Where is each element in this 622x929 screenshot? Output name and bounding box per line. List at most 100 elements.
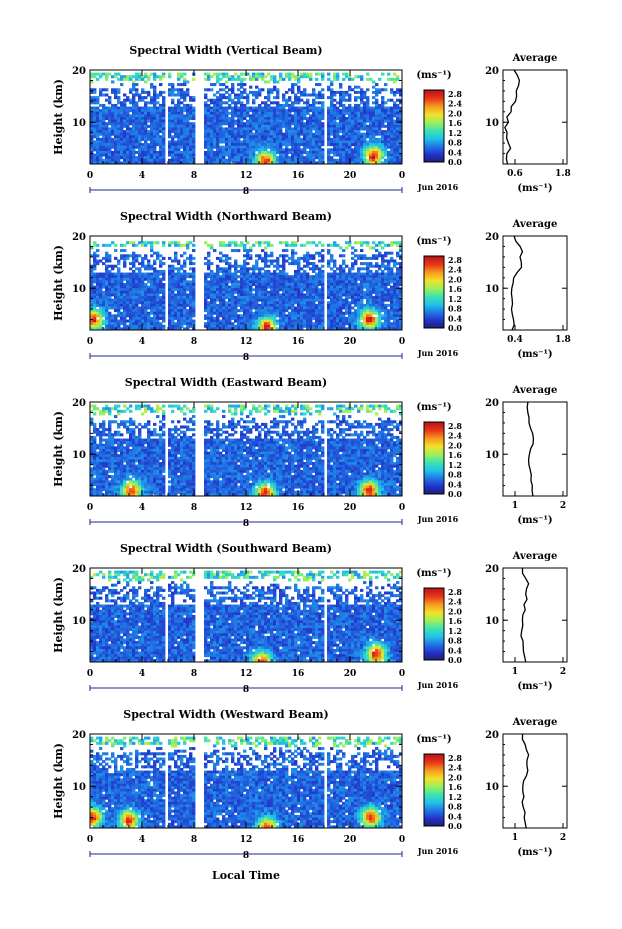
heatmap-cell (246, 140, 250, 144)
heatmap-cell (132, 301, 136, 305)
heatmap-cell (132, 85, 136, 89)
heatmap-cell (129, 132, 133, 136)
colorbar-swatch (424, 156, 444, 158)
heatmap-cell (321, 109, 325, 113)
heatmap-cell (330, 301, 334, 305)
heatmap-cell (93, 288, 97, 292)
heatmap-cell (147, 106, 151, 110)
heatmap-cell (225, 306, 229, 310)
heatmap-cell (111, 106, 115, 110)
heatmap-cell (246, 150, 250, 154)
heatmap-cell (96, 130, 100, 134)
heatmap-cell (237, 111, 241, 115)
heatmap-cell (276, 96, 280, 100)
heatmap-cell (222, 127, 226, 131)
heatmap-cell (90, 319, 94, 323)
heatmap-cell (321, 303, 325, 307)
heatmap-cell (285, 283, 289, 287)
heatmap-cell (183, 93, 187, 97)
heatmap-cell (150, 272, 154, 276)
heatmap-cell (318, 327, 322, 331)
heatmap-cell (159, 254, 163, 258)
heatmap-cell (243, 127, 247, 131)
heatmap-cell (255, 148, 259, 152)
heatmap-cell (303, 132, 307, 136)
heatmap-cell (261, 77, 265, 81)
heatmap-cell (192, 267, 196, 271)
heatmap-cell (237, 83, 241, 87)
heatmap-cell (342, 127, 346, 131)
heatmap-cell (168, 288, 172, 292)
heatmap-cell (237, 301, 241, 305)
heatmap-cell (192, 301, 196, 305)
heatmap-cell (156, 256, 160, 260)
heatmap-cell (204, 288, 208, 292)
heatmap-cell (210, 314, 214, 318)
colorbar-swatch (424, 140, 444, 142)
heatmap-cell (264, 101, 268, 105)
heatmap-cell (105, 132, 109, 136)
heatmap-cell (258, 75, 262, 79)
heatmap-cell (183, 272, 187, 276)
heatmap-cell (129, 283, 133, 287)
heatmap-cell (288, 319, 292, 323)
heatmap-cell (132, 119, 136, 123)
heatmap-cell (129, 135, 133, 139)
heatmap-cell (246, 296, 250, 300)
heatmap-cell (246, 267, 250, 271)
heatmap-cell (336, 309, 340, 313)
heatmap-cell (342, 135, 346, 139)
heatmap-cell (234, 130, 238, 134)
heatmap-cell (207, 288, 211, 292)
heatmap-cell (276, 277, 280, 281)
heatmap-cell (333, 272, 337, 276)
heatmap-cell (318, 272, 322, 276)
heatmap-cell (297, 256, 301, 260)
heatmap-cell (336, 109, 340, 113)
heatmap-cell (357, 158, 361, 162)
heatmap-cell (291, 101, 295, 105)
heatmap-cell (120, 301, 124, 305)
average-title: Average (512, 53, 558, 64)
heatmap-cell (354, 148, 358, 152)
heatmap-cell (309, 148, 313, 152)
heatmap-cell (177, 319, 181, 323)
heatmap-cell (246, 137, 250, 141)
heatmap-cell (105, 327, 109, 331)
heatmap-cell (246, 143, 250, 147)
heatmap-cell (105, 301, 109, 305)
heatmap-cell (333, 77, 337, 81)
heatmap-cell (372, 135, 376, 139)
heatmap-cell (282, 143, 286, 147)
heatmap-cell (234, 262, 238, 266)
heatmap-cell (285, 153, 289, 157)
heatmap-cell (255, 85, 259, 89)
heatmap-cell (171, 296, 175, 300)
heatmap-cell (93, 130, 97, 134)
heatmap-cell (192, 98, 196, 102)
heatmap-cell (249, 322, 253, 326)
heatmap-cell (282, 106, 286, 110)
heatmap-cell (294, 316, 298, 320)
heatmap-cell (369, 114, 373, 118)
heatmap-cell (126, 96, 130, 100)
heatmap-cell (228, 96, 232, 100)
heatmap-cell (144, 145, 148, 149)
heatmap-cell (192, 127, 196, 131)
heatmap-cell (180, 277, 184, 281)
heatmap-cell (192, 111, 196, 115)
heatmap-cell (312, 109, 316, 113)
heatmap-cell (93, 306, 97, 310)
heatmap-cell (171, 88, 175, 92)
heatmap-cell (312, 262, 316, 266)
heatmap-cell (270, 314, 274, 318)
heatmap-cell (258, 280, 262, 284)
heatmap-cell (255, 322, 259, 326)
heatmap-cell (384, 140, 388, 144)
heatmap-cell (231, 150, 235, 154)
heatmap-cell (192, 280, 196, 284)
heatmap-cell (267, 153, 271, 157)
heatmap-cell (333, 150, 337, 154)
heatmap-cell (141, 96, 145, 100)
heatmap-cell (306, 158, 310, 162)
